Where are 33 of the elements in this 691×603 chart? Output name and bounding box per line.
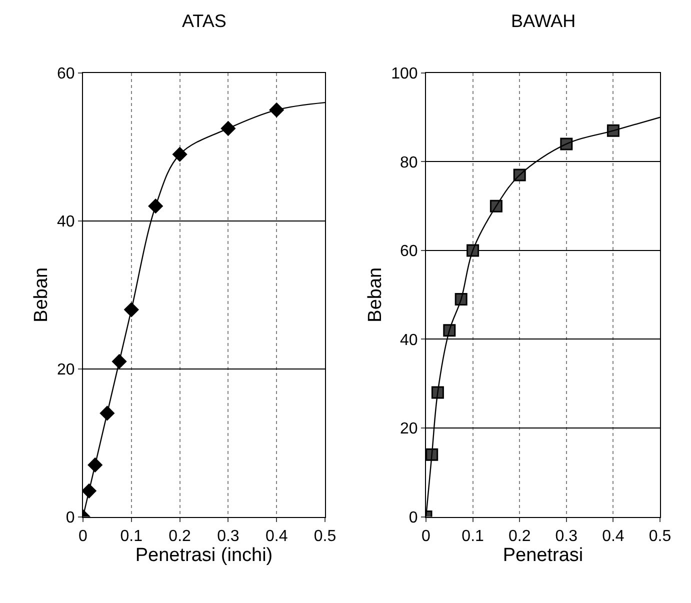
y-tick-label: 100 — [391, 66, 418, 83]
y-tick-label: 0 — [66, 509, 75, 526]
x-tick-label: 0 — [422, 528, 431, 545]
x-tick-label: 0.5 — [314, 528, 336, 545]
x-tick-label: 0.4 — [602, 528, 624, 545]
x-tick-label: 0.1 — [120, 528, 143, 545]
y-tick-label: 40 — [57, 214, 75, 231]
x-tick-label: 0 — [78, 528, 88, 545]
y-tick-label: 80 — [400, 154, 418, 172]
y-tick-label: 40 — [400, 332, 418, 349]
x-tick-label: 0.4 — [265, 528, 288, 545]
x-tick-label: 0.2 — [508, 528, 531, 545]
chart-title: BAWAH — [511, 11, 576, 31]
x-axis-title: Penetrasi — [502, 544, 584, 566]
x-tick-label: 0.3 — [217, 528, 240, 545]
point — [269, 102, 284, 118]
y-tick-label: 20 — [400, 420, 418, 438]
point — [83, 484, 96, 498]
y-axis-title: Beban — [30, 267, 52, 322]
y-axis-title: Beban — [364, 267, 386, 322]
x-tick-label: 0.5 — [648, 528, 672, 545]
chart-title: ATAS — [182, 11, 226, 31]
x-tick-label: 0.1 — [462, 528, 484, 545]
y-tick-label: 0 — [408, 509, 418, 526]
point — [148, 198, 163, 214]
point — [100, 406, 114, 420]
x-tick-label: 0.3 — [555, 528, 578, 545]
y-tick-label: 20 — [57, 361, 75, 378]
point — [172, 147, 188, 162]
y-tick-label: 60 — [400, 243, 418, 260]
x-axis-title: Penetrasi (inchi) — [135, 544, 273, 566]
x-tick-label: 0.2 — [168, 528, 192, 545]
y-tick-label: 60 — [57, 66, 75, 83]
